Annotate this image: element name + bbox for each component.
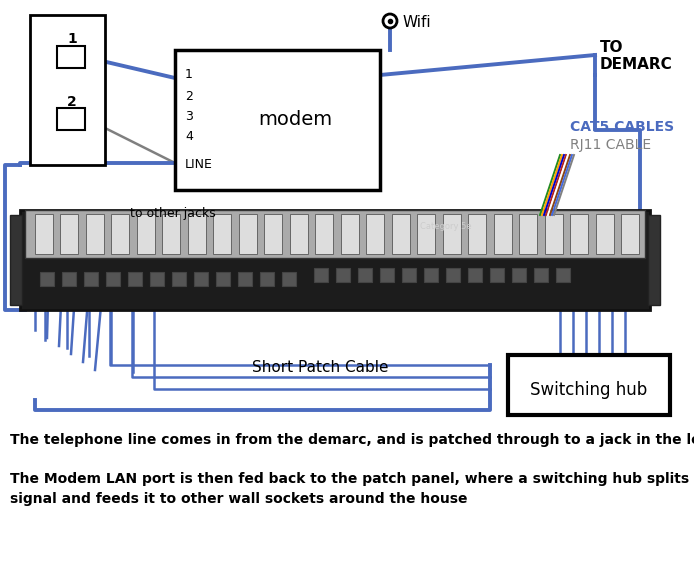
Bar (194, 272, 208, 286)
Text: 1: 1 (185, 68, 193, 81)
Bar (106, 272, 120, 286)
Text: Wifi: Wifi (403, 15, 432, 30)
Bar (128, 272, 142, 286)
Bar (366, 214, 384, 254)
Bar (62, 272, 76, 286)
Bar (162, 214, 180, 254)
Text: 1: 1 (67, 32, 77, 46)
Bar (239, 214, 257, 254)
Bar (30, 15, 105, 165)
Bar (446, 268, 460, 282)
Bar (570, 214, 589, 254)
Bar (534, 268, 548, 282)
Bar (494, 214, 512, 254)
Bar (290, 214, 308, 254)
Text: Category 5e: Category 5e (420, 222, 472, 231)
Bar (520, 214, 537, 254)
Bar (341, 214, 359, 254)
Bar (25, 210, 645, 258)
Bar (556, 268, 570, 282)
Bar (10, 215, 22, 305)
Bar (86, 214, 104, 254)
Bar (596, 214, 614, 254)
Text: Switching hub: Switching hub (530, 381, 648, 399)
Bar (216, 272, 230, 286)
Bar (57, 46, 85, 68)
Bar (508, 355, 670, 415)
Bar (238, 272, 252, 286)
Bar (380, 268, 394, 282)
Bar (468, 214, 486, 254)
Bar (402, 268, 416, 282)
Bar (490, 268, 504, 282)
Text: The Modem LAN port is then fed back to the patch panel, where a switching hub sp: The Modem LAN port is then fed back to t… (10, 472, 694, 505)
Text: RJ11 CABLE: RJ11 CABLE (570, 138, 651, 152)
Bar (316, 214, 334, 254)
Bar (112, 214, 130, 254)
Text: 3: 3 (185, 110, 193, 123)
Bar (214, 214, 232, 254)
Bar (84, 272, 98, 286)
Bar (424, 268, 438, 282)
Text: Short Patch Cable: Short Patch Cable (252, 360, 388, 375)
Text: The telephone line comes in from the demarc, and is patched through to a jack in: The telephone line comes in from the dem… (10, 433, 694, 447)
Bar (40, 272, 54, 286)
Bar (188, 214, 206, 254)
Bar (358, 268, 372, 282)
Bar (622, 214, 639, 254)
Bar (282, 272, 296, 286)
Text: CAT5 CABLES: CAT5 CABLES (570, 120, 674, 134)
Bar (150, 272, 164, 286)
Bar (175, 50, 380, 190)
Bar (468, 268, 482, 282)
Text: 2: 2 (185, 90, 193, 103)
Bar (443, 214, 461, 254)
Bar (264, 214, 282, 254)
Text: LINE: LINE (185, 158, 213, 171)
Bar (260, 272, 274, 286)
Text: 4: 4 (185, 130, 193, 143)
Bar (57, 108, 85, 130)
Bar (60, 214, 78, 254)
Text: modem: modem (258, 110, 332, 129)
Bar (648, 215, 660, 305)
Text: 2: 2 (67, 95, 77, 109)
Bar (545, 214, 563, 254)
Bar (392, 214, 410, 254)
Text: to other jacks: to other jacks (130, 207, 216, 220)
Bar (137, 214, 155, 254)
Bar (20, 210, 650, 310)
Bar (314, 268, 328, 282)
Text: TO
DEMARC: TO DEMARC (600, 40, 672, 73)
Bar (418, 214, 436, 254)
Circle shape (383, 14, 397, 28)
Bar (172, 272, 186, 286)
Bar (336, 268, 350, 282)
Bar (35, 214, 53, 254)
Bar (512, 268, 526, 282)
